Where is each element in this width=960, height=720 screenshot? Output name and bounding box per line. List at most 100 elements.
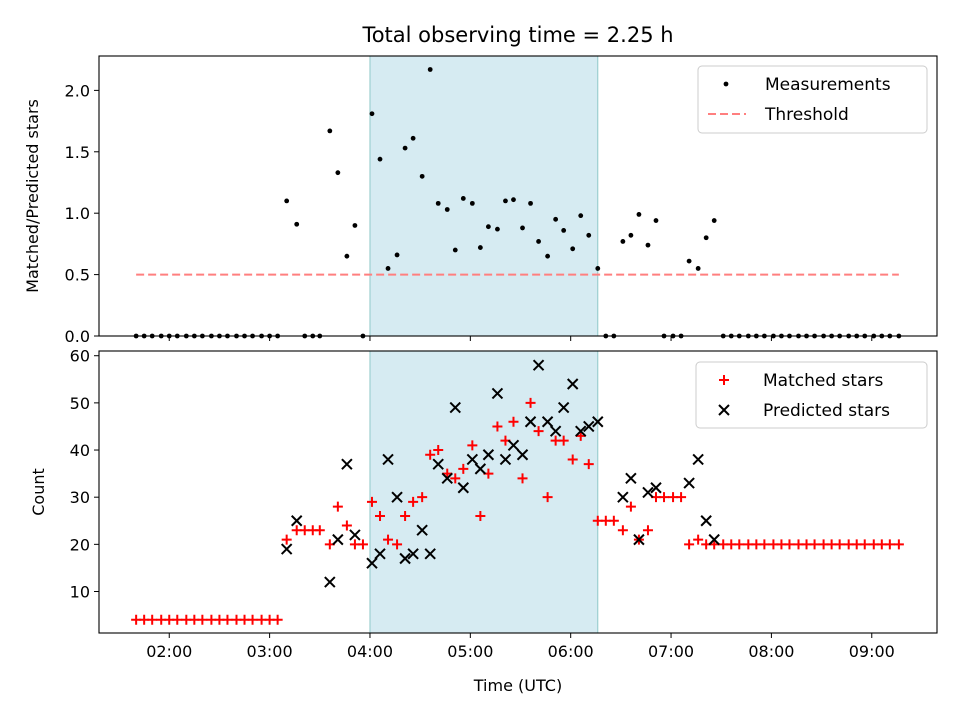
bottom-predicted-stars-point bbox=[366, 557, 378, 569]
top-measurements-point bbox=[327, 128, 333, 134]
bottom-predicted-stars-point bbox=[617, 491, 629, 503]
bottom-predicted-stars-point bbox=[349, 529, 361, 541]
bottom-matched-stars-point bbox=[357, 539, 368, 550]
bottom-matched-stars-point bbox=[834, 539, 845, 550]
bottom-observing-span bbox=[369, 350, 599, 634]
bottom-predicted-stars-point bbox=[507, 439, 520, 452]
bottom-legend-matched-stars-swatch bbox=[719, 375, 729, 385]
top-measurements-point bbox=[545, 253, 551, 259]
top-y-tick-label: 0.5 bbox=[65, 266, 90, 285]
bottom-matched-stars-point bbox=[392, 539, 403, 550]
top-y-tick-label: 1.0 bbox=[65, 204, 90, 223]
x-tick-label: 09:00 bbox=[849, 642, 895, 661]
top-legend-measurements-swatch bbox=[723, 81, 729, 87]
bottom-matched-stars-point bbox=[558, 435, 569, 446]
top-measurements-point bbox=[452, 247, 458, 253]
bottom-predicted-stars-point bbox=[700, 515, 712, 527]
bottom-predicted-stars-point bbox=[391, 491, 403, 503]
bottom-predicted-stars-point bbox=[549, 425, 562, 437]
top-measurements-point bbox=[578, 213, 584, 219]
top-measurements-point bbox=[595, 266, 601, 271]
bottom-matched-stars-point bbox=[693, 534, 704, 545]
bottom-matched-stars-point bbox=[400, 511, 411, 522]
bottom-predicted-stars-point bbox=[532, 359, 545, 371]
bottom-predicted-stars-point bbox=[399, 552, 411, 565]
bottom-matched-stars-point bbox=[425, 449, 436, 460]
top-measurements-point bbox=[435, 200, 441, 206]
top-y-tick-label: 2.0 bbox=[65, 81, 90, 100]
bottom-predicted-stars-point bbox=[692, 453, 704, 466]
bottom-matched-stars-point bbox=[172, 614, 183, 625]
bottom-matched-stars-point bbox=[525, 397, 536, 408]
top-measurements-point bbox=[528, 200, 533, 206]
top-measurements-point bbox=[586, 232, 592, 238]
top-measurements-point bbox=[711, 218, 717, 223]
top-legend-measurements-label: Measurements bbox=[765, 75, 891, 95]
bottom-matched-stars-point bbox=[884, 539, 895, 550]
bottom-y-tick-label: 60 bbox=[70, 347, 90, 366]
bottom-matched-stars-point bbox=[433, 445, 444, 456]
bottom-matched-stars-point bbox=[508, 416, 519, 427]
top-measurements-point bbox=[427, 67, 433, 72]
top-measurements-point bbox=[410, 135, 416, 141]
bottom-predicted-stars-point bbox=[566, 378, 579, 390]
bottom-predicted-stars-point bbox=[592, 416, 604, 428]
bottom-matched-stars-point bbox=[734, 539, 745, 550]
top-measurements-point bbox=[402, 145, 408, 151]
bottom-predicted-stars-point bbox=[291, 515, 303, 527]
bottom-legend-predicted-stars-label: Predicted stars bbox=[763, 401, 890, 421]
top-measurements-point bbox=[553, 216, 559, 222]
bottom-matched-stars-point bbox=[642, 525, 653, 536]
chart-title: Total observing time = 2.25 h bbox=[361, 23, 673, 47]
bottom-matched-stars-point bbox=[247, 614, 258, 625]
bottom-predicted-stars-point bbox=[280, 543, 293, 555]
bottom-matched-stars-point bbox=[197, 614, 208, 625]
top-measurements-point bbox=[369, 111, 375, 117]
bottom-predicted-stars-point bbox=[341, 458, 353, 470]
bottom-predicted-stars-point bbox=[516, 449, 529, 461]
top-measurements-point bbox=[444, 207, 450, 212]
top-measurements-point bbox=[695, 266, 701, 271]
bottom-legend-matched-stars-label: Matched stars bbox=[763, 371, 883, 391]
bottom-predicted-stars-point bbox=[625, 472, 637, 485]
top-measurements-point bbox=[520, 225, 525, 231]
bottom-predicted-stars-point bbox=[499, 453, 512, 466]
x-tick-label: 02:00 bbox=[146, 642, 192, 661]
top-measurements-point bbox=[561, 227, 567, 233]
bottom-predicted-stars-point bbox=[491, 387, 504, 400]
bottom-y-tick-label: 40 bbox=[70, 441, 90, 460]
x-tick-label: 05:00 bbox=[447, 642, 493, 661]
top-measurements-point bbox=[460, 196, 466, 201]
top-measurements-point bbox=[485, 224, 491, 230]
x-axis-label: Time (UTC) bbox=[473, 676, 562, 695]
bottom-matched-stars-point bbox=[332, 501, 343, 512]
bottom-predicted-stars-point bbox=[524, 416, 537, 428]
top-measurements-point bbox=[570, 246, 576, 252]
bottom-legend-predicted-stars-swatch bbox=[718, 404, 730, 416]
bottom-predicted-stars-point bbox=[683, 477, 695, 489]
top-measurements-point bbox=[511, 197, 516, 203]
bottom-y-tick-label: 30 bbox=[70, 488, 90, 507]
top-y-ticks: 0.0 0.5 1.0 1.5 2.0 bbox=[65, 81, 99, 346]
bottom-matched-stars-point bbox=[859, 539, 870, 550]
bottom-matched-stars-point bbox=[542, 492, 553, 503]
bottom-predicted-stars-point bbox=[416, 524, 428, 536]
bottom-panel: 10 20 30 40 50 60 02:00 03:00 04:00 05:00 06:00 07… bbox=[29, 347, 938, 661]
bottom-matched-stars-point bbox=[659, 492, 670, 503]
bottom-matched-stars-point bbox=[450, 473, 461, 484]
top-measurements-point bbox=[284, 198, 290, 204]
bottom-matched-stars-point bbox=[492, 421, 503, 432]
top-measurements-point bbox=[686, 258, 692, 264]
bottom-y-ticks: 10 20 30 40 50 60 bbox=[70, 347, 99, 602]
top-measurements-point bbox=[503, 198, 508, 204]
bottom-predicted-stars-point bbox=[324, 576, 336, 588]
bottom-matched-stars-point bbox=[625, 501, 636, 512]
x-tick-label: 08:00 bbox=[748, 642, 794, 661]
top-measurements-point bbox=[645, 242, 651, 248]
bottom-predicted-stars-point bbox=[407, 548, 419, 560]
bottom-matched-stars-point bbox=[314, 525, 325, 536]
bottom-matched-stars-point bbox=[375, 511, 386, 522]
top-measurements-point bbox=[636, 212, 642, 217]
top-observing-span bbox=[369, 55, 599, 337]
top-measurements-point bbox=[294, 221, 300, 227]
